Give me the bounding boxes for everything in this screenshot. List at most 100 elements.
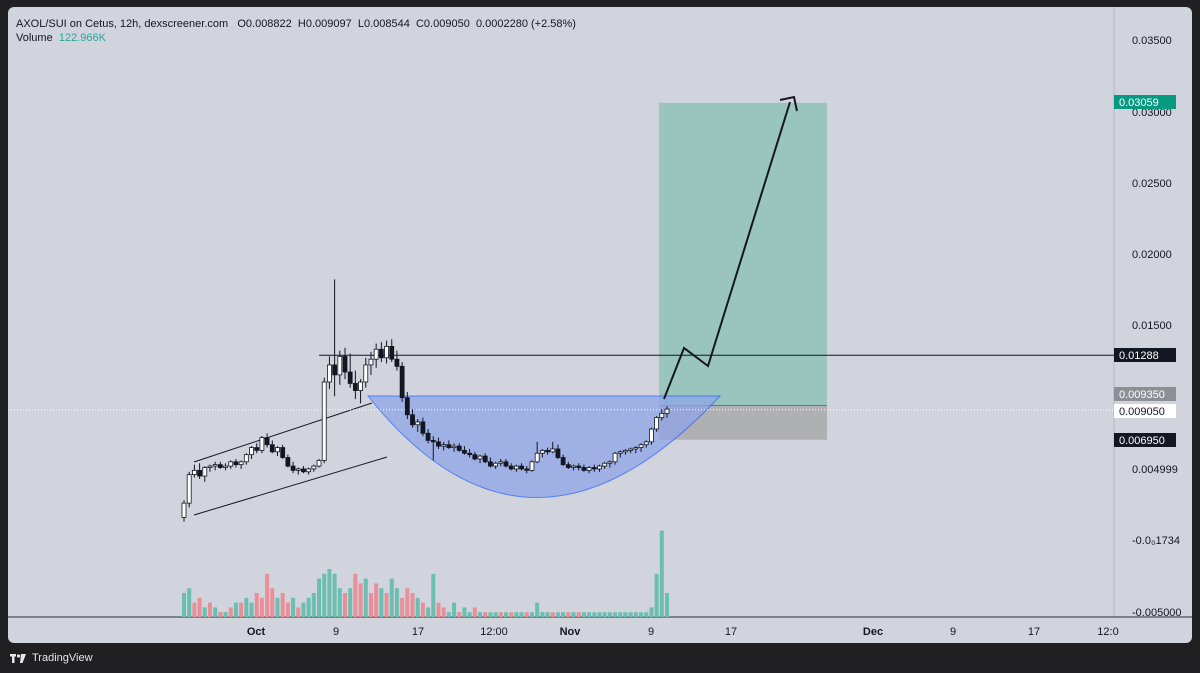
candle-body bbox=[410, 414, 415, 426]
volume-bar bbox=[332, 573, 337, 617]
volume-bar bbox=[223, 612, 228, 617]
candle-body bbox=[493, 462, 499, 467]
volume-bar bbox=[192, 602, 197, 617]
candle-body bbox=[591, 467, 597, 470]
candle-body bbox=[342, 355, 348, 373]
volume-bar bbox=[384, 593, 389, 617]
volume-bar bbox=[633, 612, 638, 617]
entry-price-tag: 0.009350 bbox=[1119, 389, 1165, 401]
candle-body bbox=[207, 465, 213, 468]
candle-body bbox=[316, 459, 322, 467]
volume-bar bbox=[265, 573, 270, 617]
candle-body bbox=[628, 448, 634, 451]
stop-price-tag: 0.006950 bbox=[1119, 435, 1165, 447]
volume-bar bbox=[488, 612, 493, 617]
volume-bar bbox=[275, 597, 280, 617]
volume-bar bbox=[420, 602, 425, 617]
candle-body bbox=[649, 428, 654, 443]
channel-upper-line bbox=[193, 402, 373, 463]
candle-body bbox=[555, 448, 561, 458]
projection-path bbox=[663, 101, 791, 400]
candle-body bbox=[617, 451, 623, 454]
candle-body bbox=[508, 465, 514, 470]
candle-body bbox=[633, 447, 639, 450]
volume-bar bbox=[483, 612, 488, 617]
volume-bar bbox=[431, 573, 436, 617]
candle-body bbox=[456, 445, 462, 451]
candle-body bbox=[197, 469, 202, 477]
candle-body bbox=[311, 465, 317, 470]
candle-body bbox=[181, 502, 187, 518]
symbol-label[interactable]: AXOL/SUI on Cetus, 12h, dexscreener.com bbox=[16, 18, 229, 30]
open-value: O0.008822 bbox=[237, 18, 292, 30]
volume-bar bbox=[535, 602, 540, 617]
candle-body bbox=[477, 455, 483, 460]
candle-body bbox=[503, 461, 509, 467]
volume-bar bbox=[394, 588, 399, 617]
channel-lower-line bbox=[193, 456, 388, 516]
volume-bar bbox=[618, 612, 623, 617]
candle-body bbox=[664, 408, 670, 414]
volume-label[interactable]: Volume bbox=[16, 32, 53, 44]
volume-bar bbox=[467, 612, 472, 617]
close-value: C0.009050 bbox=[415, 18, 470, 30]
volume-bar bbox=[213, 607, 218, 617]
volume-bar bbox=[389, 578, 394, 617]
volume-bar bbox=[400, 597, 405, 617]
volume-bar bbox=[327, 569, 332, 617]
candle-body bbox=[441, 444, 447, 447]
volume-bar bbox=[441, 607, 446, 617]
candle-body bbox=[259, 437, 265, 451]
volume-bar bbox=[182, 593, 186, 617]
volume-bar bbox=[555, 612, 560, 617]
candle-body bbox=[436, 441, 441, 447]
volume-bar bbox=[613, 612, 618, 617]
chart-panel[interactable]: 0.03500 0.03000 0.02500 0.02000 0.01500 0.004… bbox=[8, 7, 1192, 643]
candle-body bbox=[352, 383, 358, 391]
volume-bar bbox=[519, 612, 524, 617]
volume-bar bbox=[509, 612, 514, 617]
candle-body bbox=[446, 444, 452, 448]
volume-bar bbox=[561, 612, 566, 617]
volume-bar bbox=[571, 612, 576, 617]
candle-body bbox=[363, 364, 369, 383]
tradingview-logo[interactable]: TradingView bbox=[10, 652, 93, 664]
candle-body bbox=[269, 444, 275, 453]
candle-body bbox=[373, 348, 379, 360]
candle-body bbox=[467, 452, 473, 456]
candle-body bbox=[420, 421, 426, 434]
volume-bar bbox=[529, 612, 534, 617]
volume-bar bbox=[197, 597, 202, 617]
time-tick-label: 9 bbox=[950, 626, 956, 638]
candle-body bbox=[607, 461, 613, 464]
resistance-price-tag: 0.01288 bbox=[1119, 350, 1159, 362]
entry-price-tag-bg bbox=[1114, 387, 1176, 401]
candle-body bbox=[425, 432, 431, 441]
candle-body bbox=[430, 440, 436, 443]
candle-body bbox=[462, 449, 467, 454]
volume-bar bbox=[363, 578, 368, 617]
resistance-price-tag-bg bbox=[1114, 348, 1176, 362]
candle-body bbox=[306, 468, 312, 473]
volume-bar bbox=[353, 573, 358, 617]
volume-bar bbox=[244, 597, 249, 617]
volume-bar bbox=[436, 602, 441, 617]
time-tick-label: Nov bbox=[560, 626, 582, 638]
price-tick-label: 0.004999 bbox=[1132, 464, 1178, 476]
chart-canvas[interactable]: 0.03500 0.03000 0.02500 0.02000 0.01500 0.004… bbox=[8, 7, 1192, 643]
candle-body bbox=[275, 447, 280, 453]
volume-bar bbox=[607, 612, 612, 617]
volume-bar bbox=[259, 597, 264, 617]
candle-body bbox=[472, 454, 478, 460]
time-tick-label: 17 bbox=[1028, 626, 1040, 638]
candle-body bbox=[482, 455, 488, 463]
candle-body bbox=[301, 468, 306, 473]
candle-body bbox=[233, 461, 239, 466]
volume-bar bbox=[659, 530, 664, 617]
candle-body bbox=[638, 444, 644, 448]
candle-body bbox=[238, 461, 244, 466]
volume-bar bbox=[228, 607, 233, 617]
projection-arrowhead bbox=[779, 95, 798, 112]
volume-bar bbox=[524, 612, 529, 617]
candle-body bbox=[565, 464, 571, 468]
